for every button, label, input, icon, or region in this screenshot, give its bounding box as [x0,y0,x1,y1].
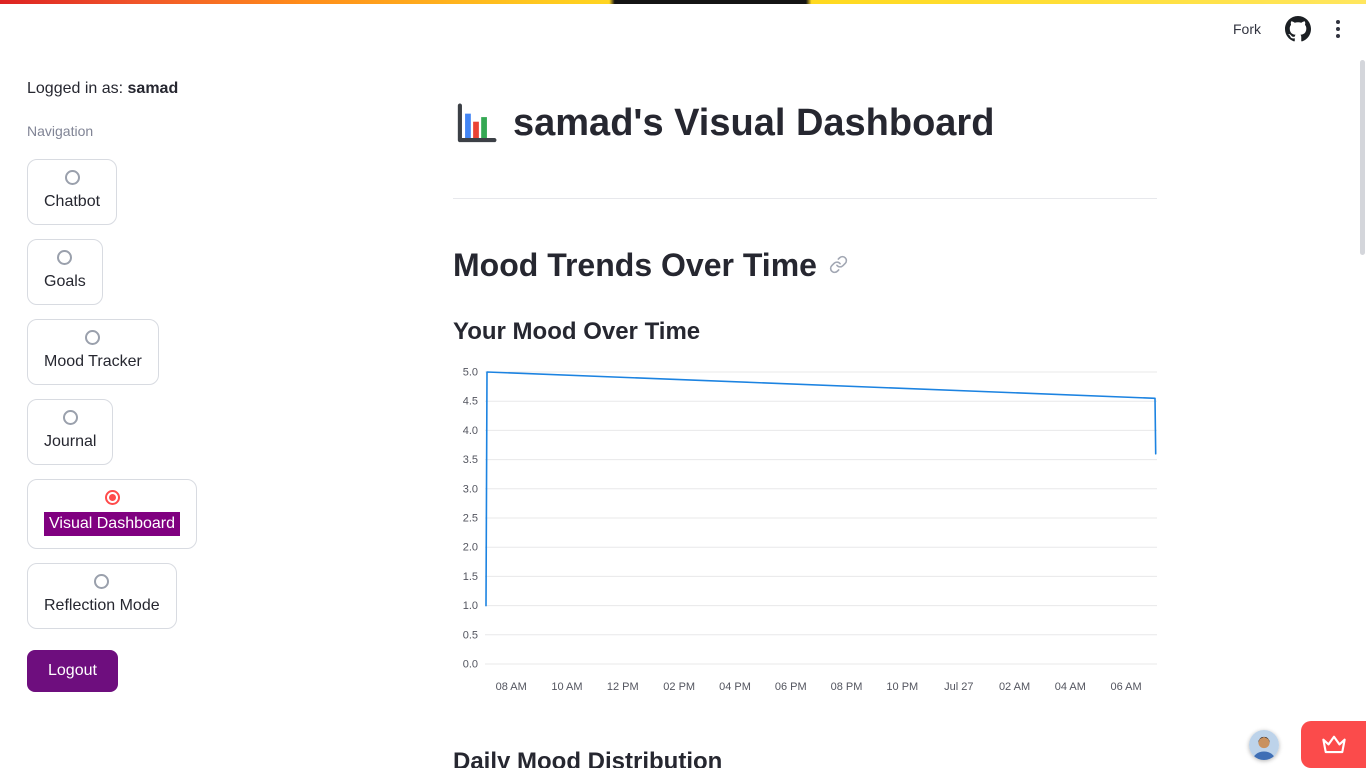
sidebar-item-label: Reflection Mode [44,597,160,614]
section-heading-row: Mood Trends Over Time [453,245,1157,285]
logged-in-text: Logged in as: samad [27,80,257,98]
crown-badge[interactable] [1301,721,1366,768]
sidebar-item-label: Goals [44,273,86,290]
sidebar-item-journal[interactable]: Journal [27,399,114,465]
section-title: Mood Trends Over Time [453,246,817,283]
svg-text:1.0: 1.0 [463,600,478,612]
next-section-title: Daily Mood Distribution [453,747,723,768]
svg-text:10 PM: 10 PM [886,681,918,693]
anchor-link-icon[interactable] [829,255,848,274]
page-title-row: samad's Visual Dashboard [453,100,1157,148]
github-icon[interactable] [1285,16,1311,42]
bar-chart-emoji-icon [453,101,499,147]
top-gradient-decoration [0,0,1366,4]
main-content: samad's Visual Dashboard Mood Trends Ove… [257,58,1366,768]
sidebar-item-mood-tracker[interactable]: Mood Tracker [27,319,159,385]
svg-text:10 AM: 10 AM [551,681,582,693]
fork-button[interactable]: Fork [1233,21,1261,37]
svg-text:04 AM: 04 AM [1055,681,1086,693]
radio-icon [64,170,80,185]
sidebar-item-label: Journal [44,433,97,450]
svg-text:08 PM: 08 PM [831,681,863,693]
svg-text:08 AM: 08 AM [496,681,527,693]
sidebar-item-visual-dashboard[interactable]: Visual Dashboard [27,479,198,549]
radio-icon [85,330,101,345]
svg-text:3.0: 3.0 [463,483,478,495]
svg-text:02 AM: 02 AM [999,681,1030,693]
svg-text:0.5: 0.5 [463,629,478,641]
divider [453,197,1157,199]
sidebar-item-goals[interactable]: Goals [27,239,103,305]
nav-section-label: Navigation [27,123,94,139]
svg-text:5.0: 5.0 [463,366,478,378]
content-column: samad's Visual Dashboard Mood Trends Ove… [453,100,1157,768]
logout-button[interactable]: Logout [27,650,118,692]
radio-selected-icon [104,490,120,505]
svg-text:2.5: 2.5 [463,512,478,524]
svg-text:3.5: 3.5 [463,454,478,466]
mood-line-chart[interactable]: 0.0 0.5 1.0 1.5 2.0 2.5 3.0 3.5 4.0 4.5 5.0 08 AM 10… [453,360,1157,715]
sidebar-item-reflection-mode[interactable]: Reflection Mode [27,563,177,629]
chart-title: Your Mood Over Time [453,317,701,345]
scrollbar-thumb[interactable] [1360,60,1365,255]
sidebar-item-label: Visual Dashboard [44,512,181,536]
svg-text:2.0: 2.0 [463,541,478,553]
svg-text:06 PM: 06 PM [775,681,807,693]
mood-line-chart-svg: 0.0 0.5 1.0 1.5 2.0 2.5 3.0 3.5 4.0 4.5 5.0 08 AM 10… [463,366,1157,693]
username: samad [127,80,179,97]
svg-text:Jul 27: Jul 27 [944,681,973,693]
sidebar: Logged in as: samad Navigation Chatbot Go… [0,0,257,768]
svg-text:0.0: 0.0 [463,658,478,670]
svg-text:04 PM: 04 PM [719,681,751,693]
sidebar-item-label: Mood Tracker [44,353,142,370]
radio-icon [62,410,78,425]
svg-text:06 AM: 06 AM [1110,681,1141,693]
toolbar: Fork [257,0,1366,58]
svg-text:12 PM: 12 PM [607,681,639,693]
svg-text:4.5: 4.5 [463,395,478,407]
profile-avatar[interactable] [1249,730,1279,760]
svg-text:4.0: 4.0 [463,424,478,436]
logged-in-prefix: Logged in as: [27,80,124,97]
sidebar-item-label: Chatbot [44,193,101,210]
overflow-menu-icon[interactable] [1335,19,1341,39]
page-title: samad's Visual Dashboard [513,102,995,144]
svg-text:1.5: 1.5 [463,570,478,582]
sidebar-nav: Chatbot Goals Mood Tracker Journal Visual Da… [27,159,257,629]
radio-icon [94,574,110,589]
sidebar-item-chatbot[interactable]: Chatbot [27,159,118,225]
svg-text:02 PM: 02 PM [663,681,695,693]
radio-icon [57,250,73,265]
